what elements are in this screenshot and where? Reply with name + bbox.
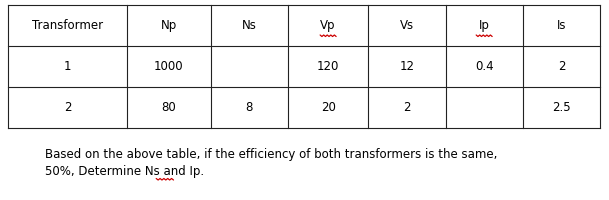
Text: 2: 2 (403, 101, 410, 114)
Text: Based on the above table, if the efficiency of both transformers is the same,: Based on the above table, if the efficie… (45, 148, 498, 161)
Text: 1000: 1000 (154, 60, 184, 73)
Text: Vp: Vp (320, 19, 336, 32)
Text: 50%, Determine Ns and Ip.: 50%, Determine Ns and Ip. (45, 165, 204, 178)
Text: 0.4: 0.4 (475, 60, 493, 73)
Text: 1: 1 (64, 60, 71, 73)
Text: Ns: Ns (242, 19, 257, 32)
Text: 2: 2 (558, 60, 565, 73)
Text: Is: Is (557, 19, 566, 32)
Text: 20: 20 (321, 101, 336, 114)
Text: Np: Np (161, 19, 177, 32)
Text: 12: 12 (400, 60, 415, 73)
Text: 2.5: 2.5 (552, 101, 571, 114)
Text: 80: 80 (161, 101, 176, 114)
Text: 2: 2 (64, 101, 71, 114)
Text: Transformer: Transformer (32, 19, 103, 32)
Text: 8: 8 (245, 101, 253, 114)
Text: Vs: Vs (400, 19, 414, 32)
Text: 120: 120 (317, 60, 339, 73)
Text: Ip: Ip (479, 19, 490, 32)
